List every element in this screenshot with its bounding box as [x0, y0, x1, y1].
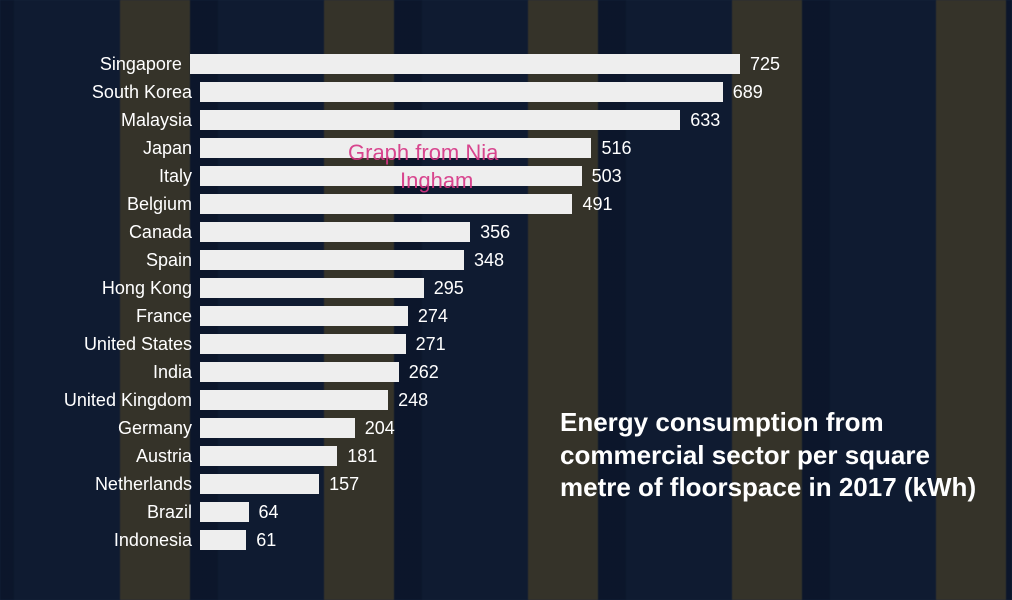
- value-label: 262: [399, 362, 439, 383]
- bar: [200, 138, 591, 158]
- bar: [200, 446, 337, 466]
- category-label: Belgium: [0, 194, 200, 215]
- value-label: 503: [582, 166, 622, 187]
- value-label: 181: [337, 446, 377, 467]
- bar-wrap: 516: [200, 138, 780, 159]
- category-label: Singapore: [0, 54, 190, 75]
- category-label: Italy: [0, 166, 200, 187]
- bar-row: France 274: [0, 302, 780, 330]
- category-label: Canada: [0, 222, 200, 243]
- bar-row: South Korea 689: [0, 78, 780, 106]
- category-label: Malaysia: [0, 110, 200, 131]
- bar: [200, 362, 399, 382]
- chart-title: Energy consumption from commercial secto…: [560, 406, 980, 504]
- bar-row: Spain 348: [0, 246, 780, 274]
- value-label: 64: [249, 502, 279, 523]
- value-label: 295: [424, 278, 464, 299]
- bar: [200, 194, 572, 214]
- value-label: 516: [591, 138, 631, 159]
- bar-wrap: 348: [200, 250, 780, 271]
- category-label: Japan: [0, 138, 200, 159]
- bar: [200, 334, 406, 354]
- value-label: 633: [680, 110, 720, 131]
- bar: [200, 82, 723, 102]
- bar-wrap: 61: [200, 530, 780, 551]
- bar: [200, 222, 470, 242]
- value-label: 689: [723, 82, 763, 103]
- value-label: 204: [355, 418, 395, 439]
- bar-row: Belgium 491: [0, 190, 780, 218]
- category-label: Spain: [0, 250, 200, 271]
- bar-row: Indonesia 61: [0, 526, 780, 554]
- bar-row: Italy 503: [0, 162, 780, 190]
- bar: [190, 54, 740, 74]
- bar: [200, 110, 680, 130]
- bar-wrap: 689: [200, 82, 780, 103]
- bar-wrap: 295: [200, 278, 780, 299]
- bar: [200, 306, 408, 326]
- bar-row: Canada 356: [0, 218, 780, 246]
- bar: [200, 278, 424, 298]
- bar: [200, 166, 582, 186]
- bar: [200, 502, 249, 522]
- value-label: 491: [572, 194, 612, 215]
- bar-row: India 262: [0, 358, 780, 386]
- bar: [200, 530, 246, 550]
- category-label: United States: [0, 334, 200, 355]
- category-label: South Korea: [0, 82, 200, 103]
- value-label: 248: [388, 390, 428, 411]
- bar-wrap: 491: [200, 194, 780, 215]
- category-label: France: [0, 306, 200, 327]
- category-label: Germany: [0, 418, 200, 439]
- value-label: 274: [408, 306, 448, 327]
- bar: [200, 474, 319, 494]
- bar: [200, 418, 355, 438]
- bar-wrap: 356: [200, 222, 780, 243]
- category-label: Netherlands: [0, 474, 200, 495]
- value-label: 157: [319, 474, 359, 495]
- value-label: 725: [740, 54, 780, 75]
- category-label: Indonesia: [0, 530, 200, 551]
- value-label: 348: [464, 250, 504, 271]
- category-label: United Kingdom: [0, 390, 200, 411]
- bar-wrap: 271: [200, 334, 780, 355]
- category-label: Hong Kong: [0, 278, 200, 299]
- category-label: India: [0, 362, 200, 383]
- value-label: 61: [246, 530, 276, 551]
- value-label: 356: [470, 222, 510, 243]
- bar: [200, 250, 464, 270]
- bar-wrap: 503: [200, 166, 780, 187]
- bar: [200, 390, 388, 410]
- bar-wrap: 725: [190, 54, 780, 75]
- category-label: Austria: [0, 446, 200, 467]
- bar-wrap: 64: [200, 502, 780, 523]
- bar-row: Hong Kong 295: [0, 274, 780, 302]
- bar-wrap: 262: [200, 362, 780, 383]
- bar-wrap: 633: [200, 110, 780, 131]
- bar-row: Malaysia 633: [0, 106, 780, 134]
- bar-wrap: 274: [200, 306, 780, 327]
- category-label: Brazil: [0, 502, 200, 523]
- bar-row: United States 271: [0, 330, 780, 358]
- value-label: 271: [406, 334, 446, 355]
- bar-row: Japan 516: [0, 134, 780, 162]
- bar-row: Singapore 725: [0, 50, 780, 78]
